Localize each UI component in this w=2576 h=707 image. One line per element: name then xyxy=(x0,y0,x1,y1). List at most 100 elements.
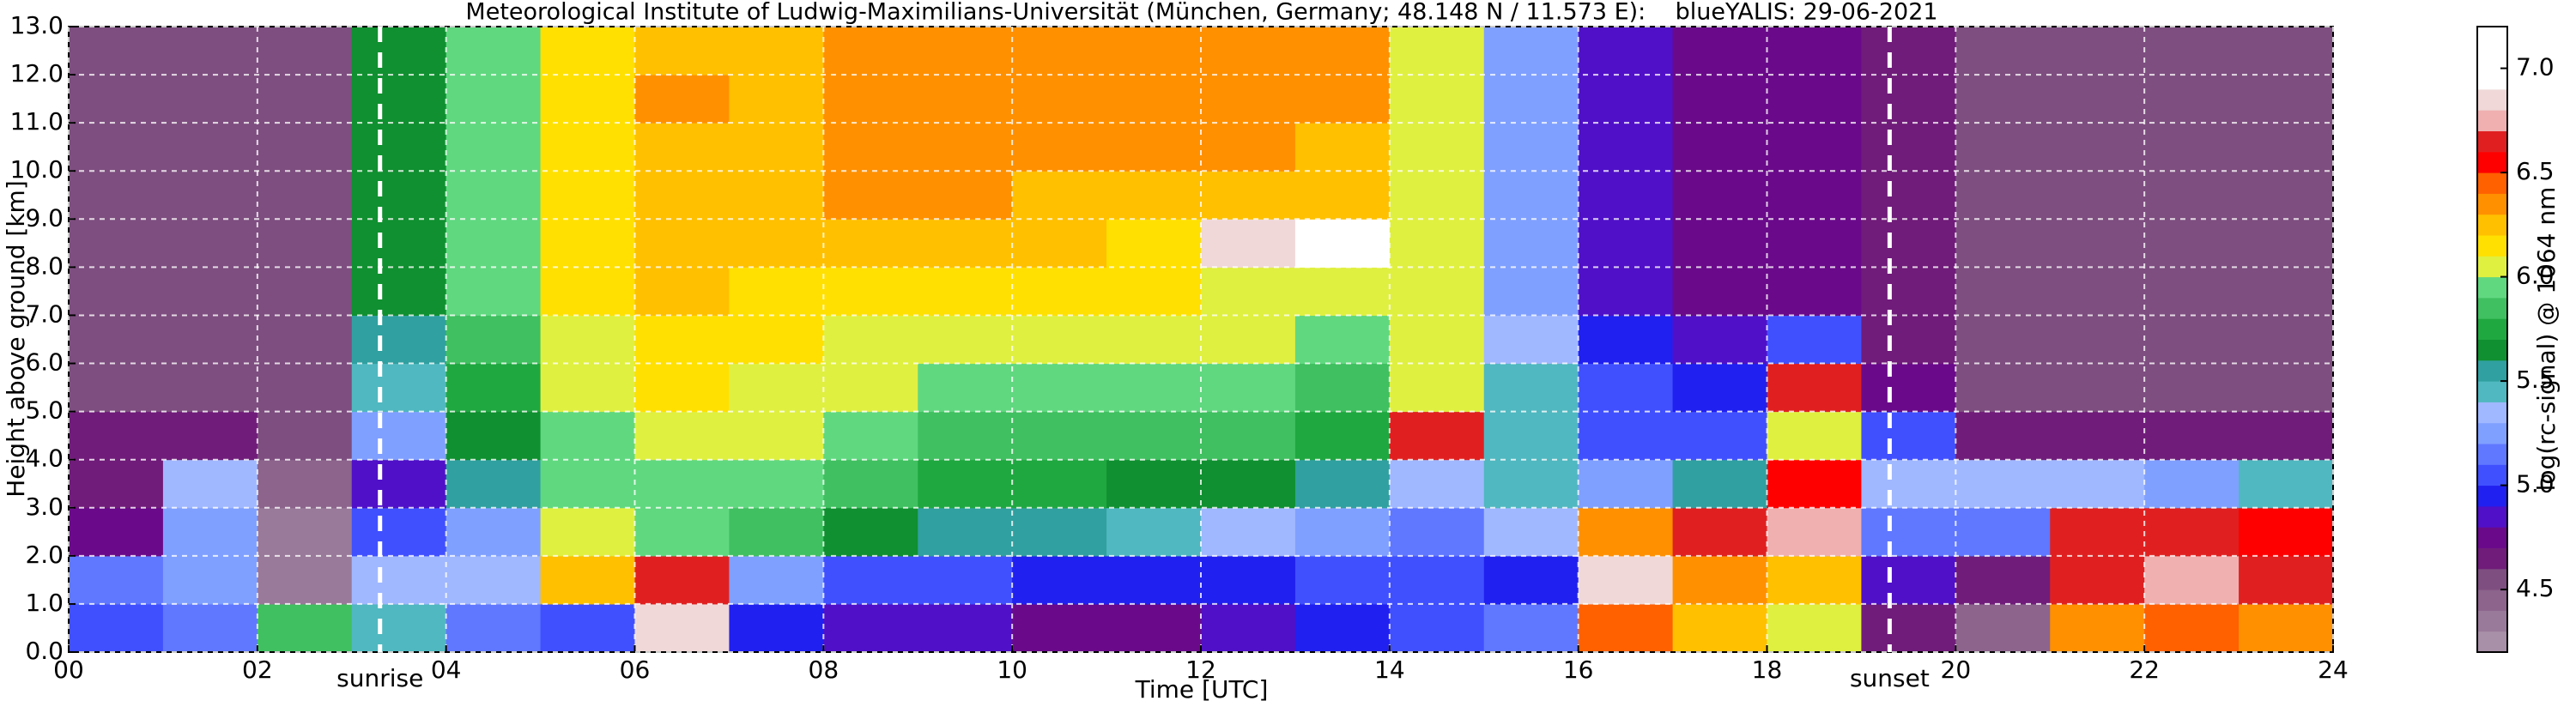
heatmap-cell xyxy=(540,315,635,365)
heatmap-cell xyxy=(823,75,918,124)
heatmap-cell xyxy=(1578,171,1674,220)
heatmap-cell xyxy=(823,363,918,413)
colorbar-segment xyxy=(2477,589,2507,611)
colorbar-frame xyxy=(2476,26,2508,653)
heatmap-cell xyxy=(2050,555,2145,605)
heatmap-cell xyxy=(2144,507,2240,557)
heatmap-cell xyxy=(918,363,1013,413)
heatmap-cell xyxy=(918,507,1013,557)
heatmap-cell xyxy=(162,171,258,220)
heatmap-cell xyxy=(162,507,258,557)
x-tick-label: 22 xyxy=(2129,656,2160,684)
y-tick-label: 1.0 xyxy=(25,589,64,617)
heatmap-cell xyxy=(823,459,918,509)
heatmap-cell xyxy=(1106,171,1202,220)
heatmap-cell xyxy=(2050,411,2145,461)
heatmap-cell xyxy=(69,171,164,220)
heatmap-cell xyxy=(634,75,730,124)
heatmap-cell xyxy=(729,27,824,76)
heatmap-cell xyxy=(1012,171,1107,220)
heatmap-cell xyxy=(162,219,258,268)
heatmap-cell xyxy=(1012,123,1107,172)
heatmap-cell xyxy=(1861,75,1956,124)
heatmap-cell xyxy=(1861,459,1956,509)
colorbar-segment xyxy=(2477,235,2507,257)
y-tick-label: 7.0 xyxy=(25,299,64,328)
heatmap-cell xyxy=(69,123,164,172)
heatmap-cell xyxy=(257,363,353,413)
heatmap-cell xyxy=(2144,315,2240,365)
heatmap-cell xyxy=(2144,267,2240,316)
heatmap-cell xyxy=(1672,27,1767,76)
heatmap-cell xyxy=(1767,27,1862,76)
heatmap-cell xyxy=(1483,555,1579,605)
heatmap-cell xyxy=(1294,555,1391,605)
heatmap-cell xyxy=(1201,123,1296,172)
heatmap-cell xyxy=(1955,219,2051,268)
heatmap-cell xyxy=(257,459,353,509)
heatmap-cell xyxy=(1201,171,1296,220)
heatmap-cell xyxy=(162,555,258,605)
heatmap-cell xyxy=(2144,459,2240,509)
heatmap-cell xyxy=(1389,27,1485,76)
heatmap-cell xyxy=(1294,171,1391,220)
x-tick-label: 04 xyxy=(431,656,462,684)
heatmap-cell xyxy=(1012,507,1107,557)
heatmap-cell xyxy=(445,75,542,124)
heatmap-cell xyxy=(918,27,1013,76)
heatmap-cell xyxy=(918,603,1013,653)
colorbar-segment xyxy=(2477,505,2507,528)
heatmap-cell xyxy=(1578,555,1674,605)
heatmap-cell xyxy=(1483,171,1579,220)
heatmap-cell xyxy=(918,411,1013,461)
heatmap-cell xyxy=(2050,123,2145,172)
heatmap-cell xyxy=(351,555,447,605)
heatmap-cell xyxy=(1861,123,1956,172)
heatmap-cell xyxy=(1861,507,1956,557)
y-tick-label: 6.0 xyxy=(25,348,64,377)
heatmap-cell xyxy=(257,555,353,605)
heatmap-cell xyxy=(162,315,258,365)
heatmap-cell xyxy=(1483,459,1579,509)
heatmap-cell xyxy=(69,219,164,268)
heatmap-cell xyxy=(2050,507,2145,557)
heatmap-cell xyxy=(918,171,1013,220)
heatmap-cell xyxy=(1012,315,1107,365)
heatmap-cell xyxy=(2239,219,2334,268)
heatmap-cell xyxy=(1483,123,1579,172)
heatmap-cell xyxy=(445,411,542,461)
heatmap-cell xyxy=(162,459,258,509)
heatmap-cell xyxy=(351,267,447,316)
heatmap-cell xyxy=(1201,219,1296,268)
heatmap-cell xyxy=(257,603,353,653)
heatmap-cell xyxy=(1012,411,1107,461)
heatmap-cell xyxy=(1955,27,2051,76)
heatmap-cell xyxy=(634,555,730,605)
heatmap-cell xyxy=(729,459,824,509)
heatmap-cell xyxy=(1483,507,1579,557)
heatmap-cell xyxy=(2050,603,2145,653)
heatmap-cell xyxy=(1201,27,1296,76)
colorbar-segment xyxy=(2477,256,2507,278)
heatmap-cell xyxy=(1578,75,1674,124)
colorbar-segment xyxy=(2477,444,2507,465)
heatmap-cell xyxy=(1483,219,1579,268)
heatmap-cell xyxy=(1578,603,1674,653)
heatmap-cell xyxy=(162,75,258,124)
colorbar-segment xyxy=(2477,527,2507,548)
heatmap-cell xyxy=(2239,27,2334,76)
y-tick-label: 10.0 xyxy=(10,155,64,184)
heatmap-cell xyxy=(1767,171,1862,220)
heatmap-cell xyxy=(1201,459,1296,509)
heatmap-cell xyxy=(540,459,635,509)
heatmap-cell xyxy=(1672,75,1767,124)
heatmap-cell xyxy=(918,75,1013,124)
heatmap-cell xyxy=(2239,603,2334,653)
heatmap-cell xyxy=(1578,315,1674,365)
heatmap-cell xyxy=(1767,315,1862,365)
heatmap-cell xyxy=(1012,555,1107,605)
heatmap-cell xyxy=(351,315,447,365)
heatmap-cell xyxy=(1389,555,1485,605)
heatmap-cell xyxy=(445,555,542,605)
